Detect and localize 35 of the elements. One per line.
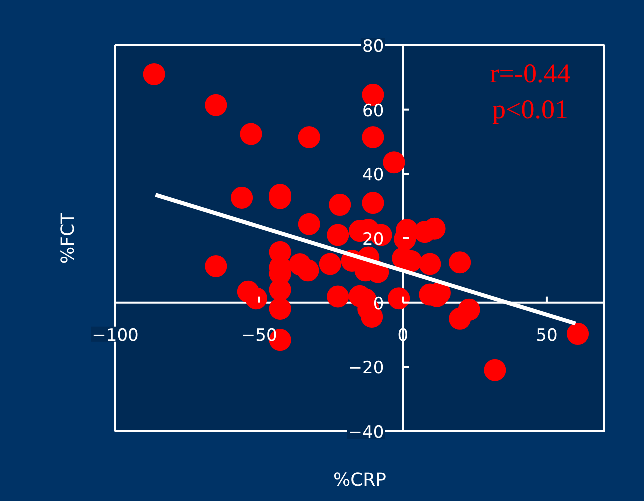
y-tick-label: −40 (348, 423, 384, 443)
point (567, 323, 590, 346)
point (231, 186, 254, 209)
y-tick-label: 40 (362, 166, 384, 186)
y-axis-title: %FCT (58, 212, 79, 264)
y-tick-label: 80 (362, 37, 384, 57)
x-axis-title: %CRP (333, 470, 387, 491)
point (269, 298, 292, 320)
point (245, 288, 268, 310)
point (297, 260, 320, 282)
x-tick-label: −100 (92, 326, 139, 346)
y-tick-label: 60 (362, 101, 384, 122)
point (205, 256, 228, 278)
point (449, 252, 472, 274)
point (240, 123, 262, 146)
point (298, 213, 320, 236)
point (319, 253, 342, 276)
annotation: p<0.01 (492, 94, 568, 124)
point (388, 288, 410, 310)
point (484, 359, 506, 382)
x-tick-label: 50 (536, 326, 558, 346)
point (327, 224, 350, 246)
annotation: r=-0.44 (490, 58, 572, 88)
point (383, 152, 406, 174)
point (419, 253, 442, 276)
point (458, 298, 480, 321)
y-tick-label: 0 (373, 294, 384, 314)
point (298, 126, 320, 148)
point (327, 286, 350, 308)
y-tick-label: −20 (348, 358, 384, 379)
point (362, 126, 384, 148)
point (205, 94, 228, 116)
point (143, 63, 166, 86)
point (329, 194, 352, 216)
point (362, 192, 384, 214)
